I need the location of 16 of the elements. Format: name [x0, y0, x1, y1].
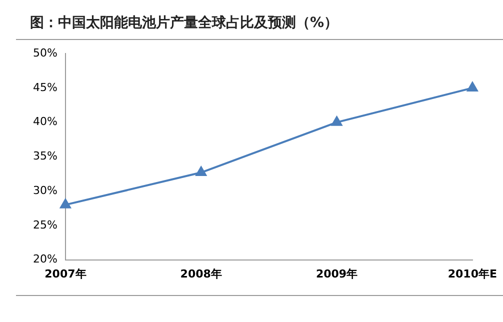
y-tick-label: 25%	[32, 218, 58, 232]
point	[60, 198, 71, 208]
point	[467, 82, 478, 92]
y-tick-label: 20%	[32, 252, 58, 266]
y-tick-label: 35%	[32, 150, 58, 163]
x-tick-label: 2009年	[316, 267, 358, 280]
x-tick-label: 2008年	[180, 267, 222, 280]
y-tick-label: 45%	[32, 80, 58, 94]
x-tick-label: 2010年E	[448, 267, 498, 280]
point	[196, 166, 206, 176]
y-tick-label: 50%	[32, 46, 58, 60]
y-tick-label: 40%	[32, 115, 58, 128]
x-tick-label: 2007年	[44, 267, 86, 280]
chart-title: 图：中国太阳能电池片产量全球占比及预测（%）	[30, 14, 338, 32]
point	[331, 116, 342, 126]
y-tick-label: 30%	[32, 184, 58, 197]
